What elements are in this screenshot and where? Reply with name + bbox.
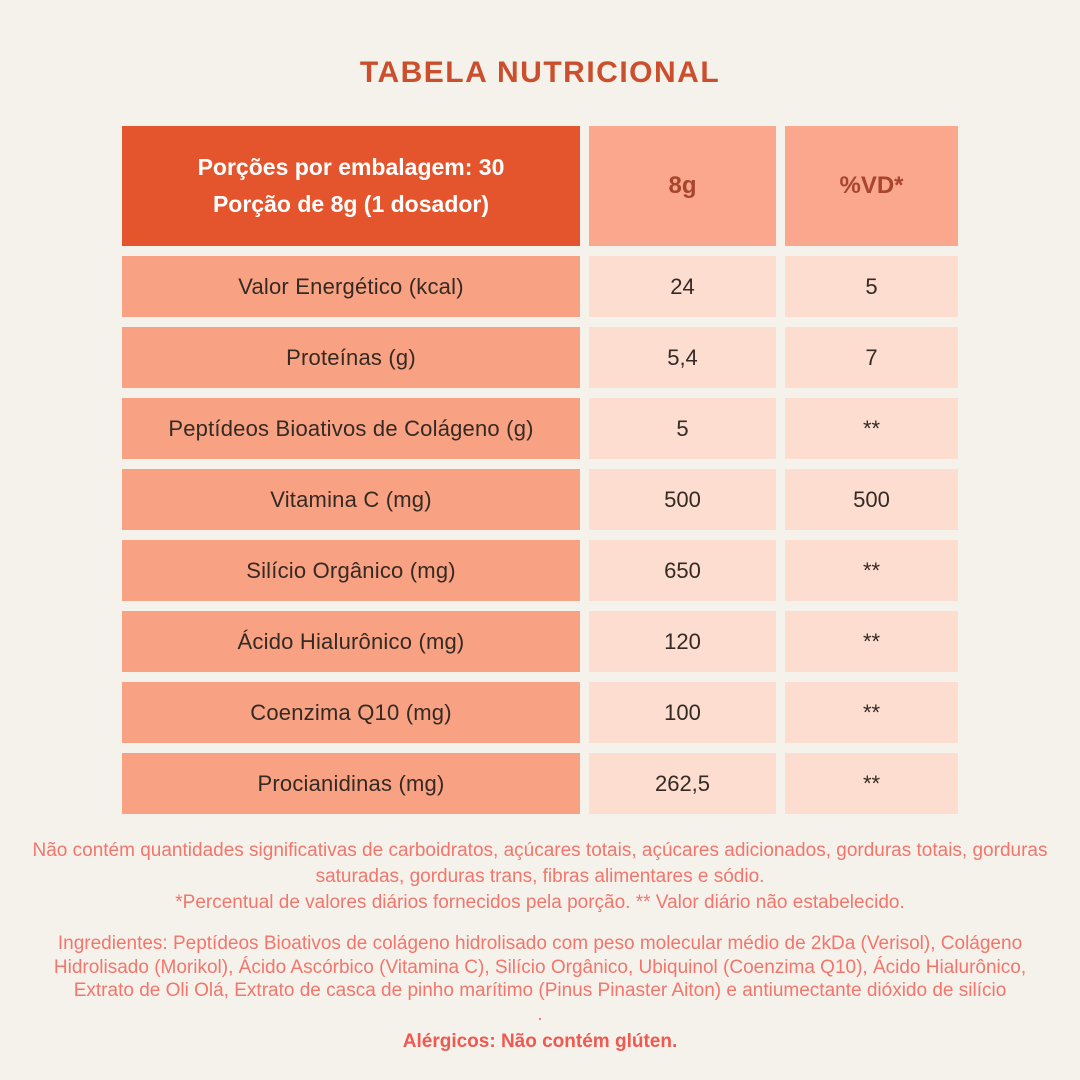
ingredients-trailing-period: . — [537, 1003, 543, 1025]
row-amount: 650 — [589, 540, 776, 601]
table-header-row: Porções por embalagem: 30 Porção de 8g (… — [122, 126, 958, 246]
row-amount: 100 — [589, 682, 776, 743]
page-title: TABELA NUTRICIONAL — [359, 56, 721, 89]
row-label: Proteínas (g) — [122, 327, 580, 388]
allergen-note: Alérgicos: Não contém glúten. — [402, 1031, 678, 1052]
serving-size: Porção de 8g (1 dosador) — [212, 191, 490, 217]
row-daily-value: ** — [785, 611, 958, 672]
row-amount: 24 — [589, 256, 776, 317]
table-row: Peptídeos Bioativos de Colágeno (g) 5 ** — [122, 398, 958, 459]
row-label: Valor Energético (kcal) — [122, 256, 580, 317]
row-amount: 5 — [589, 398, 776, 459]
column-header-daily-value: %VD* — [785, 126, 958, 246]
row-label: Procianidinas (mg) — [122, 753, 580, 814]
row-label: Ácido Hialurônico (mg) — [122, 611, 580, 672]
no-significant-amounts-note: Não contém quantidades significativas de… — [32, 840, 1048, 887]
footnotes: Não contém quantidades significativas de… — [0, 838, 1080, 916]
row-daily-value: ** — [785, 753, 958, 814]
row-daily-value: 500 — [785, 469, 958, 530]
daily-value-note: *Percentual de valores diários fornecido… — [175, 892, 905, 913]
row-daily-value: ** — [785, 540, 958, 601]
row-amount: 5,4 — [589, 327, 776, 388]
row-daily-value: 5 — [785, 256, 958, 317]
row-amount: 120 — [589, 611, 776, 672]
table-row: Valor Energético (kcal) 24 5 — [122, 256, 958, 317]
row-daily-value: 7 — [785, 327, 958, 388]
row-daily-value: ** — [785, 682, 958, 743]
ingredients-section: Ingredientes: Peptídeos Bioativos de col… — [0, 932, 1080, 1054]
nutrition-table: Porções por embalagem: 30 Porção de 8g (… — [122, 126, 958, 814]
row-amount: 500 — [589, 469, 776, 530]
table-row: Vitamina C (mg) 500 500 — [122, 469, 958, 530]
row-label: Coenzima Q10 (mg) — [122, 682, 580, 743]
row-label: Silício Orgânico (mg) — [122, 540, 580, 601]
serving-info-cell: Porções por embalagem: 30 Porção de 8g (… — [122, 126, 580, 246]
row-label: Vitamina C (mg) — [122, 469, 580, 530]
table-row: Silício Orgânico (mg) 650 ** — [122, 540, 958, 601]
table-row: Proteínas (g) 5,4 7 — [122, 327, 958, 388]
table-row: Procianidinas (mg) 262,5 ** — [122, 753, 958, 814]
row-amount: 262,5 — [589, 753, 776, 814]
servings-per-package: Porções por embalagem: 30 — [197, 154, 505, 180]
row-daily-value: ** — [785, 398, 958, 459]
row-label: Peptídeos Bioativos de Colágeno (g) — [122, 398, 580, 459]
ingredients-text: Ingredientes: Peptídeos Bioativos de col… — [53, 933, 1027, 1001]
column-header-amount: 8g — [589, 126, 776, 246]
table-row: Ácido Hialurônico (mg) 120 ** — [122, 611, 958, 672]
table-row: Coenzima Q10 (mg) 100 ** — [122, 682, 958, 743]
